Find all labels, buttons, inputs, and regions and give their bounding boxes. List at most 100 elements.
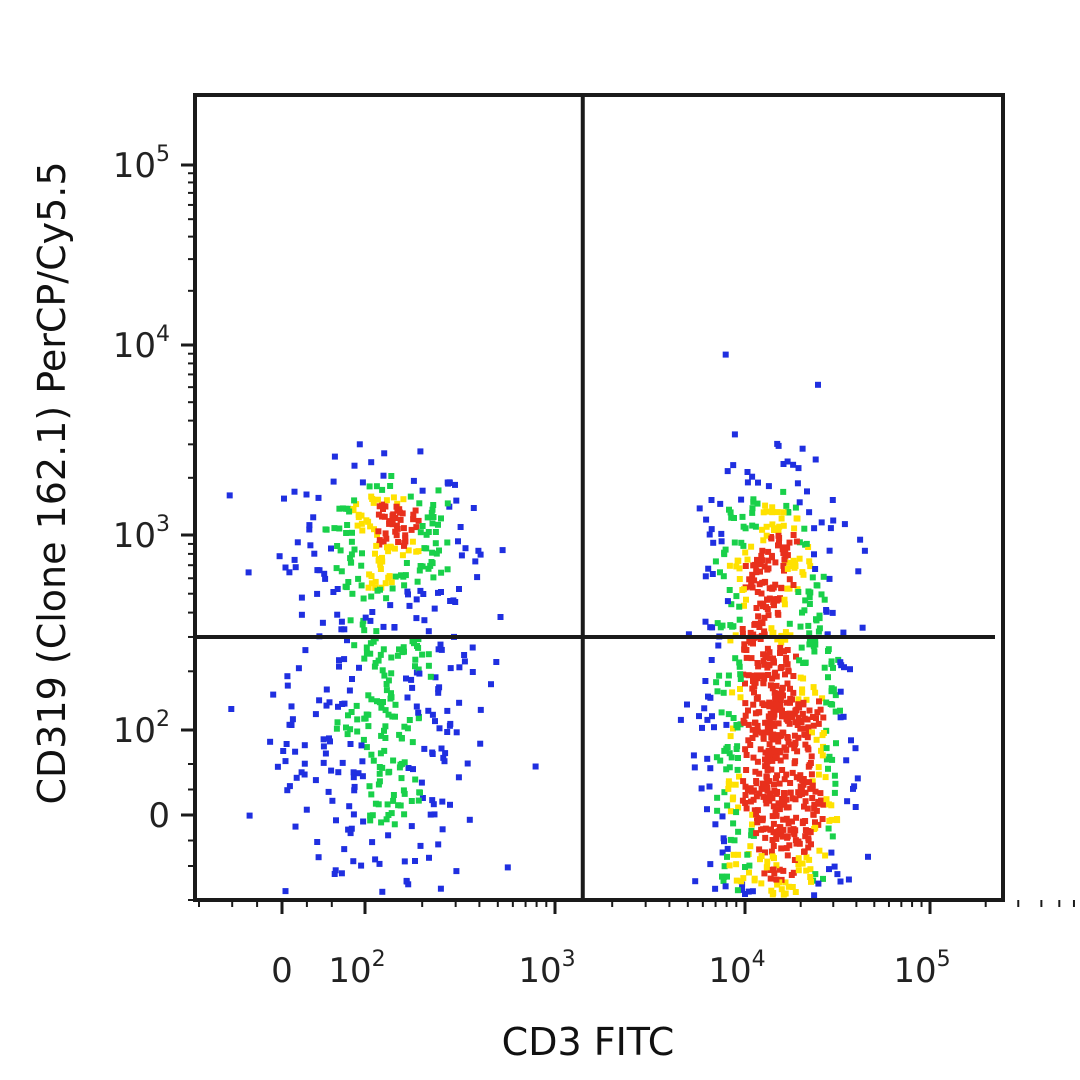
event-dot [769, 837, 776, 843]
event-dot [726, 750, 733, 757]
event-dot [380, 506, 386, 512]
event-dot [825, 801, 832, 808]
event-dot [721, 863, 728, 870]
event-dot [323, 702, 330, 709]
event-dot [389, 516, 396, 522]
event-dot [400, 496, 407, 503]
y-tick-label: 103 [113, 512, 170, 556]
event-dot [377, 566, 384, 572]
event-dot [412, 507, 419, 514]
event-dot [425, 529, 432, 535]
event-dot [812, 641, 819, 648]
event-dot [759, 700, 766, 707]
event-dot [344, 731, 351, 738]
event-dot [367, 817, 374, 824]
event-dot [766, 741, 773, 748]
event-dot [740, 542, 747, 549]
event-dot [705, 565, 712, 572]
event-dot [292, 748, 299, 755]
event-dot [458, 552, 465, 559]
event-dot [739, 630, 746, 637]
event-dot [755, 663, 762, 670]
event-dot [737, 686, 743, 692]
event-dot [430, 514, 437, 520]
event-dot [778, 796, 785, 802]
event-dot [786, 559, 793, 566]
event-dot [385, 677, 392, 684]
event-dot [771, 781, 777, 788]
event-dot [363, 650, 370, 657]
event-dot [438, 569, 445, 576]
event-dot [750, 640, 756, 647]
event-dot [470, 505, 477, 511]
x-tick-label: 0 [271, 951, 293, 991]
event-dot [844, 798, 851, 805]
event-dot [767, 714, 774, 720]
event-dot [362, 715, 369, 722]
event-dot [414, 578, 421, 585]
event-dot [816, 847, 823, 854]
event-dot [795, 855, 802, 862]
event-dot [692, 878, 699, 885]
event-dot [749, 505, 756, 512]
event-dot [338, 870, 345, 877]
event-dot [415, 517, 422, 524]
event-dot [389, 521, 396, 528]
event-dot [388, 579, 395, 586]
event-dot [323, 526, 330, 533]
event-dot [315, 854, 322, 861]
event-dot [270, 691, 277, 698]
event-dot [291, 488, 298, 495]
event-dot [784, 565, 791, 572]
event-dot [291, 556, 298, 563]
event-dot [374, 531, 381, 538]
event-dot [453, 497, 460, 504]
event-dot [731, 837, 738, 844]
event-dot [802, 789, 809, 796]
event-dot [760, 600, 767, 607]
event-dot [421, 617, 428, 624]
event-dot [746, 576, 753, 583]
event-dot [804, 744, 811, 751]
event-dot [435, 521, 441, 528]
event-dot [840, 629, 847, 636]
event-dot [331, 871, 338, 877]
event-dot [838, 662, 845, 669]
event-dot [797, 674, 804, 681]
event-dot [409, 739, 416, 746]
event-dot [805, 729, 812, 736]
event-dot [724, 802, 731, 809]
event-dot [429, 560, 436, 567]
event-dot [752, 561, 759, 568]
event-dot [383, 497, 390, 504]
event-dot [358, 520, 365, 527]
event-dot [401, 811, 408, 818]
event-dot [790, 563, 797, 569]
event-dot [719, 849, 726, 856]
event-dot [826, 817, 833, 824]
event-dot [274, 763, 281, 770]
event-dot [376, 770, 383, 777]
event-dot [372, 550, 378, 557]
event-dot [363, 744, 370, 751]
event-dot [865, 853, 871, 860]
event-dot [750, 701, 757, 708]
event-dot [813, 736, 820, 743]
event-dot [787, 699, 793, 706]
event-dot [807, 563, 814, 570]
event-dot [367, 650, 374, 657]
event-dot [444, 479, 451, 486]
event-dot [430, 801, 437, 808]
event-dot [412, 663, 418, 670]
event-dot [779, 713, 785, 720]
event-dot [758, 552, 765, 559]
event-dot [704, 755, 711, 762]
event-dot [711, 724, 717, 731]
event-dot [787, 685, 793, 692]
event-dot [335, 703, 341, 710]
event-dot [350, 858, 357, 865]
event-dot [774, 596, 781, 602]
event-dot [303, 806, 310, 813]
event-dot [409, 538, 416, 545]
event-dot [790, 826, 797, 833]
